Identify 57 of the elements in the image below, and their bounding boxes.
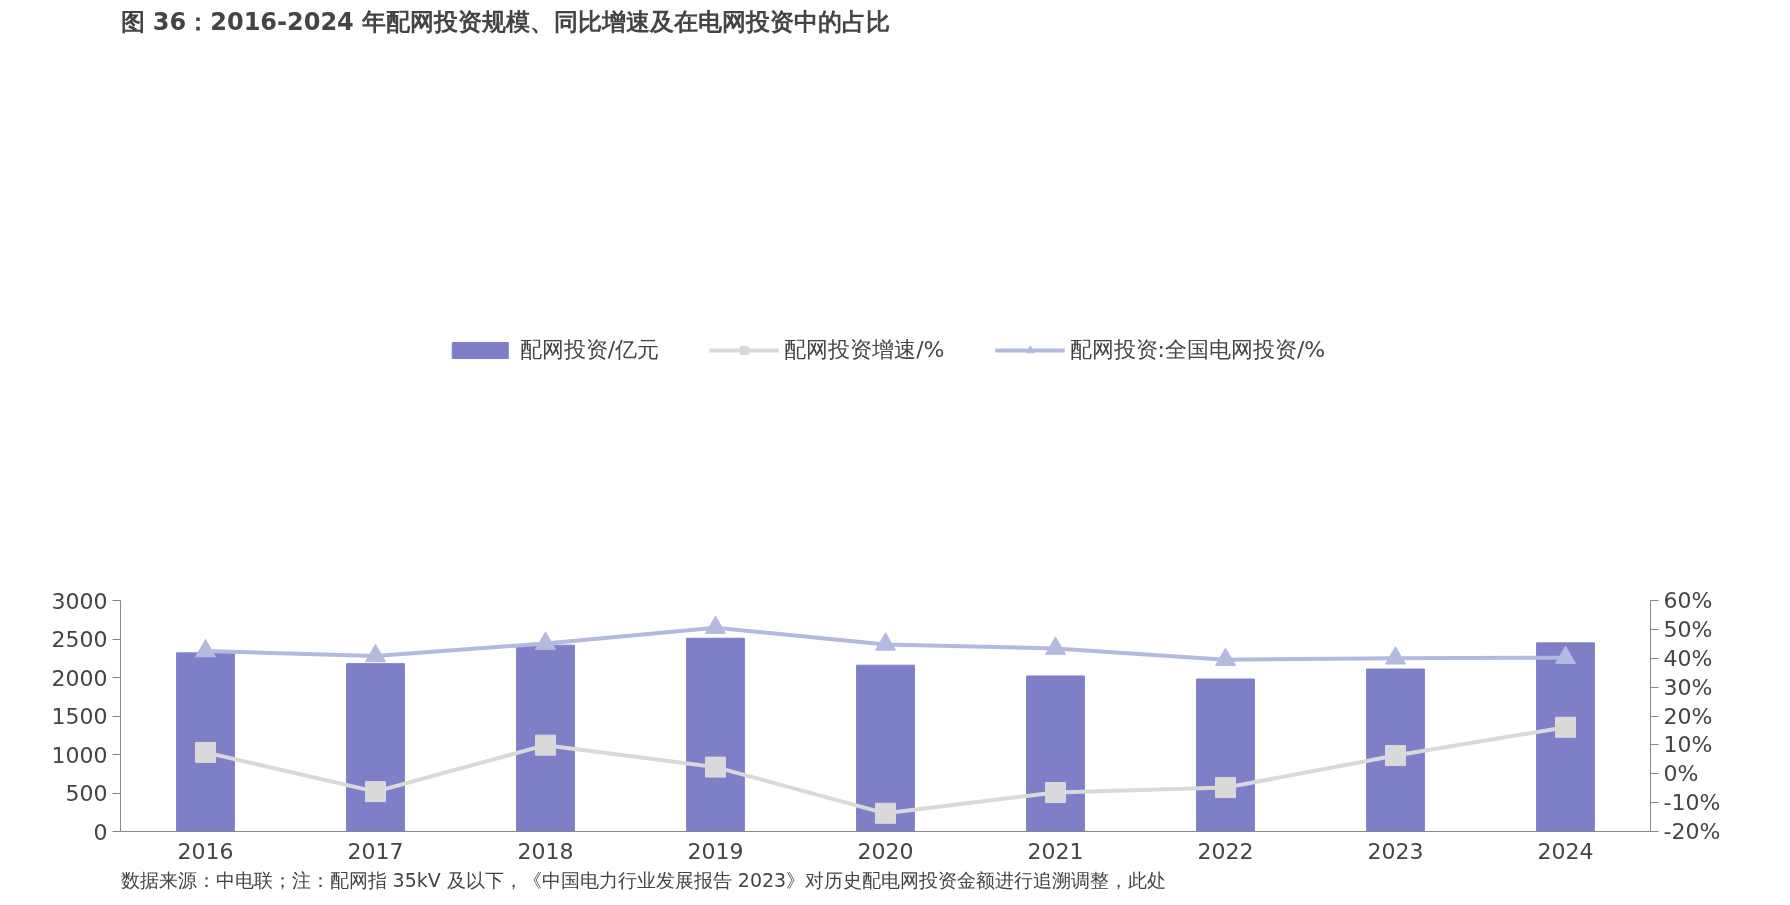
bar (176, 652, 235, 832)
source-note: 数据来源：中电联；注：配网指 35kV 及以下，《中国电力行业发展报告 2023》对历史配电网投资金额进行追溯调整，此处 (120, 868, 1167, 891)
y2-tick-label: -10% (1663, 790, 1721, 816)
point (875, 802, 896, 824)
point (365, 643, 386, 663)
x-tick-label: 2020 (857, 838, 914, 864)
bar (346, 663, 405, 832)
y-tick-label: 2500 (51, 627, 108, 652)
bar (1196, 678, 1255, 832)
point (1555, 645, 1576, 664)
legend-label: 配网投资/亿元 (519, 336, 660, 364)
point (535, 734, 556, 756)
y-tick-label: 1000 (51, 742, 108, 768)
y2-tick-label: 0% (1663, 761, 1699, 787)
point (1385, 646, 1406, 665)
y-tick-label: 0 (93, 819, 108, 845)
point (1385, 745, 1406, 767)
y2-tick-label: 50% (1663, 616, 1713, 642)
y-tick-label: 3000 (51, 588, 108, 614)
x-tick-label: 2024 (1537, 838, 1594, 864)
point (365, 781, 386, 803)
x-tick-label: 2022 (1197, 838, 1254, 864)
point (705, 756, 726, 778)
legend-label: 配网投资增速/% (784, 336, 945, 364)
bar (686, 637, 745, 832)
x-tick-label: 2019 (687, 838, 744, 864)
y-tick-label: 1500 (51, 704, 108, 729)
bar (856, 664, 915, 832)
y2-tick-label: 10% (1663, 732, 1713, 758)
x-tick-label: 2016 (177, 838, 234, 864)
y2-tick-label: 20% (1663, 703, 1713, 729)
point (1555, 716, 1576, 738)
y-tick-label: 2000 (51, 665, 108, 691)
point (535, 631, 556, 650)
point (1215, 777, 1236, 799)
bar (1366, 668, 1425, 832)
x-tick-label: 2023 (1367, 838, 1424, 864)
y2-tick-label: 40% (1663, 645, 1713, 671)
x-tick-label: 2018 (517, 838, 574, 864)
point (1045, 782, 1066, 804)
point (195, 638, 216, 658)
point (705, 615, 726, 634)
point (1215, 647, 1236, 666)
bar (516, 644, 575, 832)
bar (1536, 642, 1595, 832)
y2-tick-label: 30% (1663, 674, 1713, 700)
point (1045, 636, 1066, 655)
x-tick-label: 2017 (347, 838, 404, 864)
point (195, 741, 216, 763)
chart-title: 图 36：2016-2024 年配网投资规模、同比增速及在电网投资中的占比 (120, 7, 891, 36)
x-tick-label: 2021 (1027, 838, 1084, 864)
legend-label: 配网投资:全国电网投资/% (1069, 336, 1326, 364)
point (875, 632, 896, 651)
y-tick-label: 500 (65, 781, 108, 806)
bar (1026, 675, 1085, 832)
y2-tick-label: 60% (1663, 588, 1713, 613)
y2-tick-label: -20% (1663, 819, 1721, 844)
